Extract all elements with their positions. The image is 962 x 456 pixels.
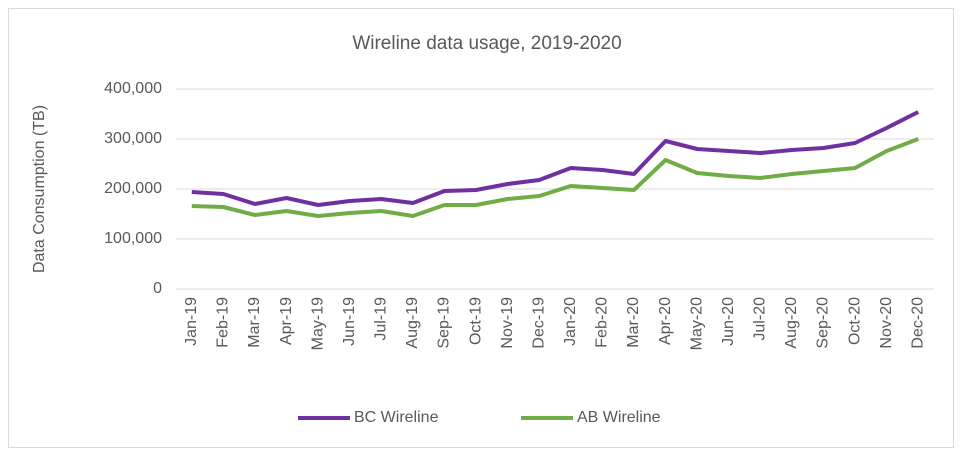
x-tick-label: Sep-19 [436,297,453,349]
y-axis-label: Data Consumption (TB) [31,105,48,273]
chart-frame [8,8,954,448]
x-tick-label: Mar-20 [625,297,642,348]
y-tick-label: 0 [153,280,162,297]
legend-label: AB Wireline [577,409,661,426]
x-tick-label: Aug-19 [404,297,421,349]
x-tick-label: Dec-20 [909,297,926,349]
x-tick-label: Nov-19 [499,297,516,349]
x-tick-label: Apr-20 [657,297,674,345]
x-tick-label: May-20 [688,297,705,350]
x-tick-label: Aug-20 [783,297,800,349]
y-tick-label: 400,000 [104,80,162,97]
x-tick-label: Apr-19 [278,297,295,345]
y-tick-label: 200,000 [104,180,162,197]
line-series [191,110,920,207]
chart-title: Wireline data usage, 2019-2020 [352,33,621,54]
x-tick-label: Oct-19 [467,297,484,345]
x-tick-label: Jun-20 [720,297,737,346]
x-tick-label: Jan-20 [562,297,579,346]
x-tick-label: Oct-20 [846,297,863,345]
x-tick-label: Jan-19 [183,297,200,346]
x-tick-label: May-19 [309,297,326,350]
x-tick-label: Nov-20 [878,297,895,349]
x-tick-label: Dec-19 [530,297,547,349]
x-tick-label: Jul-20 [752,297,769,341]
x-tick-label: Jun-19 [341,297,358,346]
x-tick-label: Feb-20 [594,297,611,348]
line-series [191,137,919,218]
x-tick-label: Feb-19 [215,297,232,348]
x-tick-label: Jul-19 [373,297,390,341]
y-tick-label: 100,000 [104,230,162,247]
x-tick-label: Sep-20 [815,297,832,349]
y-tick-label: 300,000 [104,130,162,147]
x-tick-label: Mar-19 [246,297,263,348]
legend-label: BC Wireline [354,409,439,426]
